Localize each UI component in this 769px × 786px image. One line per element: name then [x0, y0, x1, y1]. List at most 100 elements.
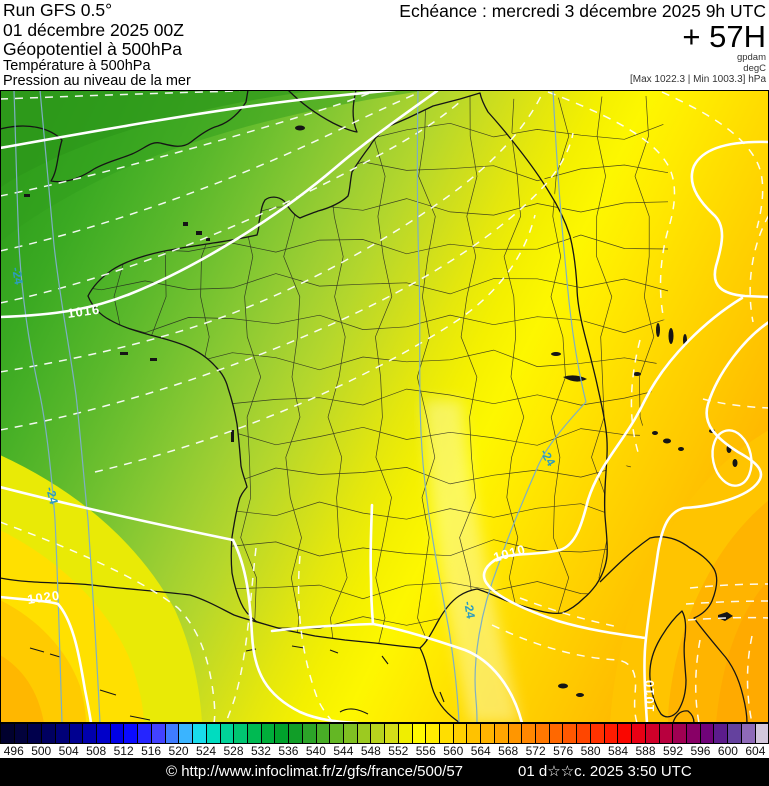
colorbar-tick-label: 500	[31, 744, 52, 758]
temp-label-minus24: -24	[9, 266, 26, 286]
isobar-label-1010-corsica: 1010	[642, 679, 657, 712]
colorbar-cell	[439, 723, 453, 744]
colorbar-cell	[411, 723, 426, 744]
england-coast-east	[287, 89, 358, 133]
balearic-island	[576, 693, 584, 697]
colorbar-tick-label: 560	[443, 744, 464, 758]
colorbar-tick-label: 536	[278, 744, 299, 758]
colorbar-tick-label: 568	[498, 744, 519, 758]
england-coast	[0, 89, 249, 183]
colorbar-cell	[13, 723, 28, 744]
colorbar-tick-label: 604	[745, 744, 766, 758]
colorbar-tick-label: 512	[113, 744, 134, 758]
closed-isobar-loop	[711, 429, 753, 487]
colorbar-cell	[576, 723, 590, 744]
chart-header: Run GFS 0.5° 01 décembre 2025 00Z Géopot…	[0, 0, 769, 90]
colorbar-cell	[150, 723, 165, 744]
colorbar-tick-label: 580	[580, 744, 601, 758]
colorbar-cell	[27, 723, 42, 744]
pressure-isobars	[0, 88, 769, 725]
colorbar-cell	[644, 723, 659, 744]
italy-coast	[599, 536, 748, 724]
colorbar-cell	[260, 723, 275, 744]
colorbar-cell	[617, 723, 632, 744]
colorbar-cell	[274, 723, 289, 744]
copyright-url: © http://www.infoclimat.fr/z/gfs/france/…	[166, 763, 464, 780]
colorbar-cell	[658, 723, 673, 744]
contour-labels: 1016 1020 1010 1010 -24 -24 -24 -24	[9, 266, 657, 712]
ligurian-island	[663, 438, 671, 444]
colorbar-cell	[288, 723, 302, 744]
ligurian-island	[678, 447, 684, 451]
brittany-island	[150, 358, 157, 361]
colorbar-tick-label: 496	[3, 744, 24, 758]
balearic-island	[558, 683, 568, 689]
generation-datetime: 01 d☆☆c. 2025 3:50 UTC	[518, 763, 692, 780]
temp-label-minus24: -24	[461, 600, 478, 620]
colorbar-tick-label: 576	[553, 744, 574, 758]
isle-of-wight	[295, 125, 305, 131]
spain-terrain-marks	[29, 645, 445, 721]
colorbar-tick-label: 552	[388, 744, 409, 758]
colorbar-cell	[342, 723, 357, 744]
colorbar-cell	[727, 723, 741, 744]
colorbar-cell	[452, 723, 467, 744]
colorbar-tick-label: 528	[223, 744, 244, 758]
colorbar-cell	[370, 723, 385, 744]
colorbar-cell	[54, 723, 69, 744]
colorbar-tick-label: 564	[470, 744, 491, 758]
colorbar-tick-label: 572	[525, 744, 546, 758]
pressure-minmax: [Max 1022.3 | Min 1003.3] hPa	[629, 74, 766, 85]
colorbar-cell	[425, 723, 439, 744]
colorbar-cell	[82, 723, 97, 744]
colorbar-cell	[507, 723, 522, 744]
geopotential-color-field	[0, 90, 769, 723]
colorbar-cell	[0, 723, 14, 744]
channel-island	[196, 231, 202, 235]
colorbar-cell	[548, 723, 563, 744]
ile-oleron	[231, 430, 234, 442]
colorbar-cell	[205, 723, 220, 744]
colorbar-cell	[301, 723, 316, 744]
colorbar-cell	[466, 723, 481, 744]
colorbar-cell	[109, 723, 124, 744]
sardinia-coast	[672, 710, 695, 724]
colorbar-tick-label: 548	[360, 744, 381, 758]
colorbar-tick-label: 516	[141, 744, 162, 758]
temp-label-minus24: -24	[43, 485, 61, 506]
model-name: Run GFS 0.5°	[3, 0, 113, 20]
colorbar-cell	[740, 723, 755, 744]
colorbar-cells	[0, 723, 769, 744]
lake-neuchatel	[551, 352, 561, 356]
colorbar-tick-label: 508	[86, 744, 107, 758]
channel-island	[206, 238, 210, 241]
brittany-island	[120, 352, 128, 355]
field-geopotential: Géopotentiel à 500hPa	[3, 39, 183, 59]
scilly-isles	[24, 194, 30, 197]
colorbar-cell	[315, 723, 330, 744]
colorbar-cell	[68, 723, 83, 744]
spain-coast-east	[419, 647, 461, 724]
colorbar-cell	[123, 723, 138, 744]
colorbar-cell	[535, 723, 549, 744]
coastlines	[0, 89, 748, 724]
colorbar-tick-label: 588	[635, 744, 656, 758]
field-temperature: Température à 500hPa	[3, 58, 151, 74]
colorbar-cell	[631, 723, 645, 744]
corsica-coast	[649, 610, 687, 718]
colorbar-cell	[178, 723, 193, 744]
weather-map: 1016 1020 1010 1010 -24 -24 -24 -24	[0, 88, 769, 725]
colorbar-cell	[246, 723, 261, 744]
spain-coast	[0, 577, 258, 623]
colorbar-cell	[480, 723, 494, 744]
colorbar-cell	[41, 723, 55, 744]
unit-gpdam: gpdam	[736, 52, 766, 63]
colorbar-cell	[384, 723, 398, 744]
colorbar-tick-label: 596	[690, 744, 711, 758]
intermediate-isobars	[0, 90, 769, 724]
channel-island	[183, 222, 188, 226]
colorbar-cell	[603, 723, 618, 744]
islands-and-lakes	[24, 125, 738, 697]
colorbar-cell	[589, 723, 604, 744]
